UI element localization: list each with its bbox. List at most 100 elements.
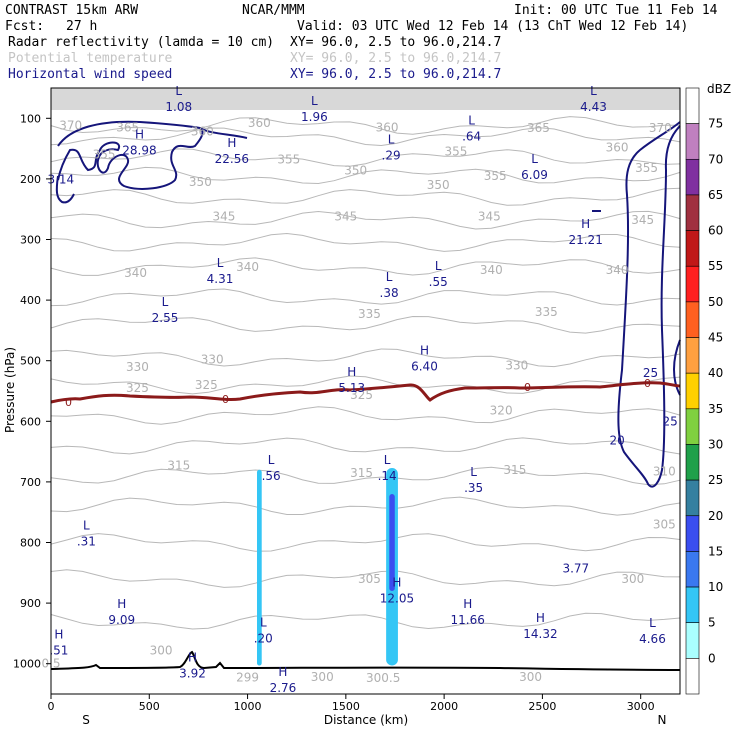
colorbar-swatch <box>685 337 700 374</box>
extremum-value: 4.43 <box>580 100 607 114</box>
colorbar-label: 60 <box>708 224 723 238</box>
extremum-value: 3.77 <box>562 562 589 576</box>
x-tick-label: 3000 <box>627 700 655 713</box>
plot-area: 0 0 0 0 370 365 360 360 360 365 370 355 355 355 36… <box>41 84 681 695</box>
field-wind-xy: XY= 96.0, 2.5 to 96.0,214.7 <box>290 67 501 82</box>
theta-contour-line <box>50 315 681 334</box>
direction-south: S <box>82 713 90 727</box>
theta-label: 320 <box>490 403 513 417</box>
extremum-type: L <box>384 453 391 467</box>
extremum-type: L <box>217 256 224 270</box>
extremum-type: H <box>536 611 545 625</box>
fcst-label: Fcst: <box>5 19 44 34</box>
theta-contour-line <box>50 116 681 135</box>
extremum-value: .55 <box>429 275 448 289</box>
init-time: Init: 00 UTC Tue 11 Feb 14 <box>514 3 718 18</box>
model-title: CONTRAST 15km ARW <box>5 3 138 18</box>
colorbar-swatch <box>685 408 700 445</box>
colorbar-swatch <box>685 123 700 160</box>
extremum-value: 4.66 <box>639 632 666 646</box>
colorbar-label: 75 <box>708 117 723 131</box>
colorbar-label: 20 <box>708 509 723 523</box>
wind-contour-upper-left-2 <box>199 127 248 139</box>
x-tick-label: 1500 <box>332 700 360 713</box>
y-axis: 100 200 300 400 500 600 700 800 900 1000 <box>13 112 51 671</box>
extremum-value: .31 <box>77 534 96 548</box>
colorbar-label: 5 <box>708 616 716 630</box>
theta-label: 325 <box>350 388 373 402</box>
extremum-value: 6.09 <box>521 168 548 182</box>
wind-contours <box>55 120 681 488</box>
field-reflectivity-xy: XY= 96.0, 2.5 to 96.0,214.7 <box>290 35 501 50</box>
theta-label: 360 <box>606 140 629 154</box>
theta-label: 300 <box>150 643 173 657</box>
reflectivity-cell <box>256 469 262 666</box>
theta-contour-line <box>50 496 681 516</box>
theta-label: 360 <box>191 125 214 139</box>
extremum-type: H <box>581 217 590 231</box>
plot-border <box>50 87 681 695</box>
theta-label: 340 <box>236 260 259 274</box>
colorbar-swatch <box>685 551 700 588</box>
extremum-type: H <box>227 136 236 150</box>
theta-label: 305 <box>653 517 676 531</box>
colorbar-swatch <box>685 444 700 481</box>
colorbar-label: 30 <box>708 437 723 451</box>
theta-label: 350 <box>344 163 367 177</box>
extremum-value: .14 <box>378 469 397 483</box>
theta-contour-line <box>50 406 681 425</box>
theta-label: 325 <box>126 381 149 395</box>
y-tick-label: 100 <box>20 112 41 125</box>
extremum-value: 2.55 <box>152 311 179 325</box>
theta-label: 365 <box>527 121 550 135</box>
wind-contour-right <box>617 121 681 488</box>
x-tick-label: 2500 <box>528 700 556 713</box>
extremum-type: L <box>268 453 275 467</box>
theta-label: 360 <box>248 116 271 130</box>
extremum-value: .56 <box>262 469 281 483</box>
theta-contour-line <box>50 210 681 230</box>
wind-label: 25 <box>643 366 658 380</box>
theta-label: 350 <box>189 175 212 189</box>
extremum-type: L <box>468 114 475 128</box>
theta-contour-line <box>50 232 681 252</box>
freezing-label-left: 0 <box>65 396 72 409</box>
extremum-type: L <box>470 465 477 479</box>
x-axis: 0 500 1000 1500 2000 2500 3000 <box>48 694 655 713</box>
extremum-value: .51 <box>49 643 68 657</box>
plot-background <box>51 88 680 694</box>
extremum-value: 22.56 <box>215 152 249 166</box>
theta-contour-line <box>50 166 681 185</box>
theta-label: 299 <box>236 671 259 685</box>
extremum-type: H <box>54 627 63 641</box>
theta-dense-band <box>51 88 680 110</box>
colorbar-label: 65 <box>708 188 723 202</box>
colorbar-label: 0 <box>708 651 716 665</box>
field-wind-name: Horizontal wind speed <box>8 67 172 82</box>
theta-label: 355 <box>277 153 300 167</box>
extremum-value: 14.32 <box>523 627 557 641</box>
y-tick-label: 800 <box>20 537 41 550</box>
colorbar-label: 25 <box>708 473 723 487</box>
x-tick-label: 500 <box>139 700 160 713</box>
wind-contour-left-edge <box>55 175 75 204</box>
extremum-value: .35 <box>464 481 483 495</box>
dbz-colorbar: dBZ 0 5 10 15 20 25 30 35 40 45 50 55 60 65 70 75 <box>685 82 731 695</box>
y-tick-label: 300 <box>20 234 41 247</box>
theta-contour-line <box>50 612 681 630</box>
extremum-type: L <box>388 132 395 146</box>
colorbar-swatch <box>685 230 700 267</box>
y-tick-label: 900 <box>20 597 41 610</box>
extremum-value: 2.76 <box>270 681 297 695</box>
theta-label: 330 <box>126 360 149 374</box>
colorbar-unit: dBZ <box>707 82 731 96</box>
extremum-type: H <box>135 128 144 142</box>
theta-label: 345 <box>213 209 236 223</box>
reflectivity-cells <box>256 467 398 666</box>
colorbar-label: 50 <box>708 295 723 309</box>
extremum-type: L <box>175 84 182 98</box>
theta-label: 300.5 <box>366 671 400 685</box>
theta-label: 345 <box>478 209 501 223</box>
freezing-label-right: 0 <box>524 381 531 394</box>
